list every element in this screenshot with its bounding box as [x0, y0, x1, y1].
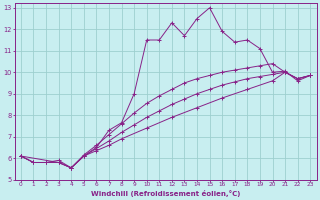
- X-axis label: Windchill (Refroidissement éolien,°C): Windchill (Refroidissement éolien,°C): [91, 190, 240, 197]
